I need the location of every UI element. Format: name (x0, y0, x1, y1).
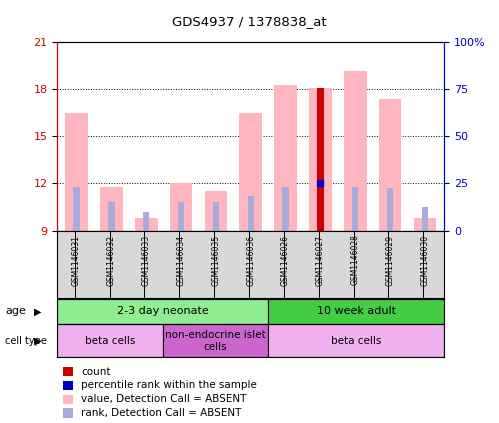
Bar (170, 184, 193, 231)
Bar (414, 218, 436, 231)
Bar (317, 185, 323, 231)
Bar (274, 85, 297, 231)
Bar (73, 187, 80, 231)
Bar (163, 324, 268, 357)
Text: GSM1146026: GSM1146026 (281, 235, 290, 286)
Text: GSM1146035: GSM1146035 (212, 235, 221, 286)
Bar (63, 381, 73, 390)
Text: ▶: ▶ (33, 306, 41, 316)
Bar (316, 88, 324, 231)
Text: GDS4937 / 1378838_at: GDS4937 / 1378838_at (172, 15, 327, 28)
Bar (213, 202, 219, 231)
Text: 2-3 day neonate: 2-3 day neonate (117, 306, 209, 316)
Bar (248, 196, 254, 231)
Bar (57, 299, 268, 324)
Bar (135, 218, 158, 231)
Bar (240, 113, 262, 231)
Bar (268, 324, 444, 357)
Bar (268, 299, 444, 324)
Bar (379, 99, 401, 231)
Text: age: age (5, 306, 26, 316)
Text: GSM1146027: GSM1146027 (316, 235, 325, 286)
Text: beta cells: beta cells (331, 336, 381, 346)
Text: GSM1146036: GSM1146036 (246, 235, 255, 286)
Bar (63, 395, 73, 404)
Bar (387, 188, 393, 231)
Text: GSM1146032: GSM1146032 (107, 235, 116, 286)
Text: percentile rank within the sample: percentile rank within the sample (81, 380, 257, 390)
Text: value, Detection Call = ABSENT: value, Detection Call = ABSENT (81, 394, 247, 404)
Bar (205, 191, 227, 231)
Bar (143, 212, 149, 231)
Bar (63, 367, 73, 376)
Bar (65, 113, 88, 231)
Bar (63, 408, 73, 418)
Bar (422, 207, 428, 231)
Text: count: count (81, 367, 111, 376)
Text: GSM1146034: GSM1146034 (177, 235, 186, 286)
Text: 10 week adult: 10 week adult (317, 306, 396, 316)
Text: ▶: ▶ (33, 336, 41, 346)
Text: rank, Detection Call = ABSENT: rank, Detection Call = ABSENT (81, 408, 242, 418)
Text: GSM1146028: GSM1146028 (351, 235, 360, 286)
Bar (352, 187, 358, 231)
Bar (282, 187, 289, 231)
Text: beta cells: beta cells (85, 336, 135, 346)
Text: GSM1146030: GSM1146030 (421, 235, 430, 286)
Bar (100, 187, 123, 231)
Text: cell type: cell type (5, 336, 47, 346)
Bar (178, 202, 184, 231)
Bar (344, 71, 367, 231)
Bar (57, 324, 163, 357)
Text: GSM1146031: GSM1146031 (72, 235, 81, 286)
Bar (108, 202, 115, 231)
Bar (309, 88, 332, 231)
Text: non-endocrine islet
cells: non-endocrine islet cells (165, 330, 266, 352)
Text: GSM1146033: GSM1146033 (142, 235, 151, 286)
Text: GSM1146029: GSM1146029 (386, 235, 395, 286)
